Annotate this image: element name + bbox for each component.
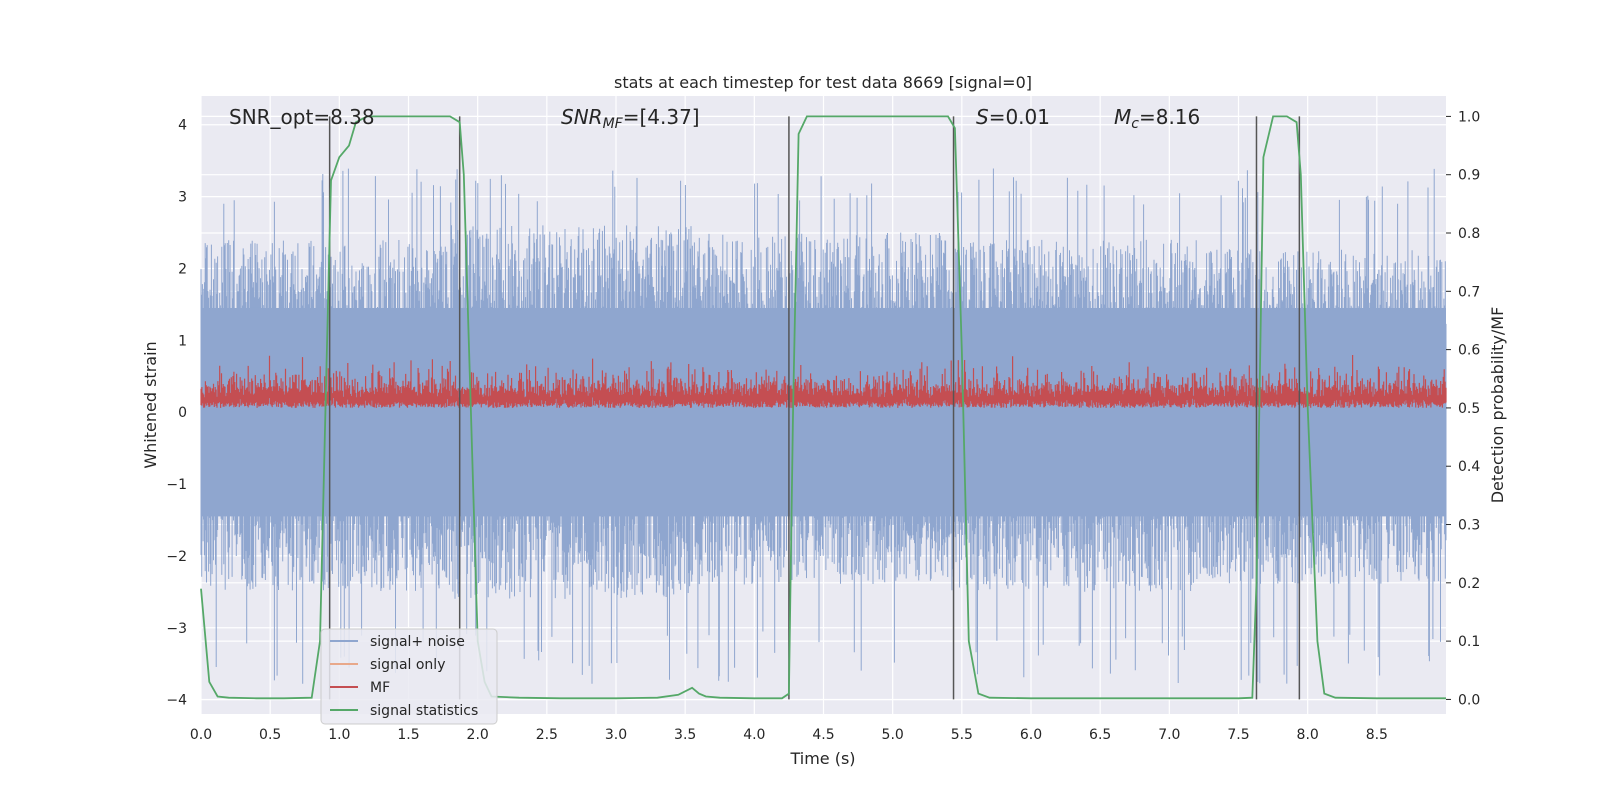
chart-title: stats at each timestep for test data 866… bbox=[614, 73, 1032, 92]
annotation-snr-mf-symbol: SNR bbox=[561, 105, 603, 129]
y-right-tick-label-2: 0.8 bbox=[1458, 226, 1480, 242]
y-tick-label-8: −4 bbox=[166, 693, 187, 709]
annotation-s-value: =0.01 bbox=[989, 105, 1050, 129]
x-tick-label-17: 8.5 bbox=[1366, 727, 1388, 743]
x-tick-label-14: 7.0 bbox=[1158, 727, 1180, 743]
x-tick-label-4: 2.0 bbox=[467, 727, 489, 743]
annotation-s: S=0.01 bbox=[976, 105, 1050, 129]
annotation-mc-value: =8.16 bbox=[1139, 105, 1200, 129]
legend-label-signal-plus-noise: signal+ noise bbox=[370, 634, 465, 650]
x-tick-label-5: 2.5 bbox=[536, 727, 558, 743]
legend-label-signal-statistics: signal statistics bbox=[370, 703, 478, 719]
x-tick-label-8: 4.0 bbox=[743, 727, 765, 743]
annotation-mc-symbol: M bbox=[1114, 105, 1131, 129]
y-right-tick-label-8: 0.2 bbox=[1458, 576, 1480, 592]
legend: signal+ noise signal only MF signal stat… bbox=[320, 628, 498, 725]
y-right-tick-label-0: 1.0 bbox=[1458, 109, 1480, 125]
y-right-tick-label-9: 0.1 bbox=[1458, 634, 1480, 650]
signal-statistics-line bbox=[200, 115, 1446, 700]
y-right-tick-label-10: 0.0 bbox=[1458, 692, 1480, 708]
x-tick-label-0: 0.0 bbox=[190, 727, 212, 743]
x-tick-label-1: 0.5 bbox=[259, 727, 281, 743]
annotation-snr-mf-value: =[4.37] bbox=[623, 105, 700, 129]
y-tick-label-7: −3 bbox=[166, 621, 187, 637]
y-axis-right-label: Detection probability/MF bbox=[1488, 307, 1507, 504]
x-tick-label-16: 8.0 bbox=[1297, 727, 1319, 743]
y-tick-label-6: −2 bbox=[166, 549, 187, 565]
x-tick-labels: 0.0 0.5 1.0 1.5 2.0 2.5 3.0 3.5 4.0 4.5 5.0 5.5 6.0 6… bbox=[190, 727, 1388, 743]
x-tick-label-12: 6.0 bbox=[1020, 727, 1042, 743]
y-right-tick-label-4: 0.6 bbox=[1458, 343, 1480, 359]
y-tick-label-1: 3 bbox=[178, 190, 187, 206]
x-tick-label-13: 6.5 bbox=[1089, 727, 1111, 743]
annotation-s-symbol: S bbox=[976, 105, 989, 129]
y-right-tick-label-1: 0.9 bbox=[1458, 168, 1480, 184]
y-right-tick-label-5: 0.5 bbox=[1458, 401, 1480, 417]
signal-plus-noise-series bbox=[200, 168, 1447, 684]
x-tick-label-11: 5.5 bbox=[951, 727, 973, 743]
y-axis-label: Whitened strain bbox=[141, 341, 160, 468]
annotation-mc-subscript: c bbox=[1131, 116, 1139, 132]
x-tick-label-3: 1.5 bbox=[397, 727, 419, 743]
legend-label-signal-only: signal only bbox=[370, 657, 445, 673]
signal-plus-noise-core bbox=[201, 307, 1446, 517]
signal-statistics-series bbox=[200, 115, 1446, 700]
x-tick-label-6: 3.0 bbox=[605, 727, 627, 743]
annotation-snr-mf: SNRMF=[4.37] bbox=[561, 105, 700, 132]
x-tick-label-7: 3.5 bbox=[674, 727, 696, 743]
y-right-tick-labels: 1.0 0.9 0.8 0.7 0.6 0.5 0.4 0.3 0.2 0.1 0.0 bbox=[1446, 109, 1480, 708]
y-right-tick-label-3: 0.7 bbox=[1458, 284, 1480, 300]
annotation-mc: Mc=8.16 bbox=[1114, 105, 1200, 132]
annotation-snr-mf-subscript: MF bbox=[603, 116, 624, 132]
x-tick-label-15: 7.5 bbox=[1227, 727, 1249, 743]
y-right-tick-label-7: 0.3 bbox=[1458, 518, 1480, 534]
y-tick-label-2: 2 bbox=[178, 261, 187, 277]
x-axis-label: Time (s) bbox=[789, 749, 855, 768]
legend-box bbox=[320, 628, 498, 725]
x-tick-label-10: 5.0 bbox=[882, 727, 904, 743]
x-tick-label-2: 1.0 bbox=[328, 727, 350, 743]
y-tick-label-0: 4 bbox=[178, 118, 187, 134]
legend-label-mf: MF bbox=[370, 680, 390, 696]
y-tick-labels: 4 3 2 1 0 −1 −2 −3 −4 bbox=[166, 118, 187, 709]
y-right-tick-label-6: 0.4 bbox=[1458, 459, 1480, 475]
y-tick-label-5: −1 bbox=[166, 477, 187, 493]
y-tick-label-4: 0 bbox=[178, 405, 187, 421]
x-tick-label-9: 4.5 bbox=[812, 727, 834, 743]
annotation-snr-opt: SNR_opt=8.38 bbox=[229, 105, 375, 129]
y-tick-label-3: 1 bbox=[178, 333, 187, 349]
